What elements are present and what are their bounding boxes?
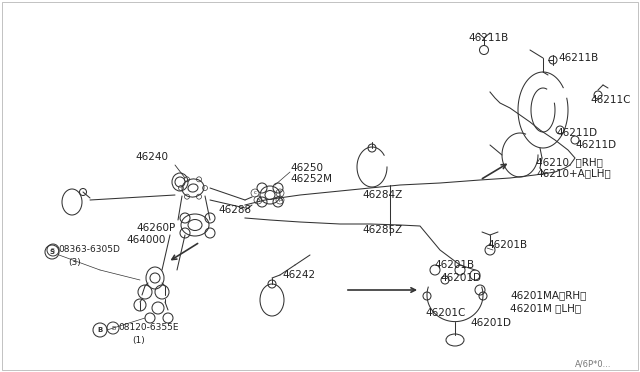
Text: b: b (256, 198, 260, 202)
Text: 46211B: 46211B (558, 53, 598, 63)
Text: A/6P*0...: A/6P*0... (575, 359, 611, 369)
Text: 46260P: 46260P (136, 223, 175, 233)
Text: 46201D: 46201D (440, 273, 481, 283)
Text: 46242: 46242 (282, 270, 315, 280)
Text: f: f (279, 190, 281, 196)
Text: 46288: 46288 (218, 205, 251, 215)
Text: 46211D: 46211D (575, 140, 616, 150)
Text: 46211B: 46211B (468, 33, 508, 43)
Text: 46201D: 46201D (470, 318, 511, 328)
Text: 46284Z: 46284Z (362, 190, 403, 200)
Text: 46240: 46240 (135, 152, 168, 162)
Circle shape (479, 45, 488, 55)
Text: p: p (278, 198, 282, 202)
Text: 08363-6305D: 08363-6305D (58, 246, 120, 254)
Text: 46201M （LH）: 46201M （LH） (510, 303, 581, 313)
Text: 46210+A（LH）: 46210+A（LH） (536, 168, 611, 178)
Text: S: S (51, 247, 55, 253)
Circle shape (594, 91, 602, 99)
Text: 08120-6355E: 08120-6355E (118, 324, 179, 333)
Text: B: B (97, 327, 102, 333)
Text: 46210  （RH）: 46210 （RH） (536, 157, 603, 167)
Text: B: B (111, 326, 115, 330)
Text: 46211D: 46211D (556, 128, 597, 138)
Text: 464000: 464000 (126, 235, 165, 245)
Text: (1): (1) (132, 336, 145, 344)
Text: 46211C: 46211C (590, 95, 630, 105)
Text: 46250: 46250 (290, 163, 323, 173)
Text: 46201B: 46201B (434, 260, 474, 270)
Text: 46252M: 46252M (290, 174, 332, 184)
Text: 46285Z: 46285Z (362, 225, 403, 235)
Text: 46201B: 46201B (487, 240, 527, 250)
Text: c: c (253, 190, 257, 196)
Text: (3): (3) (68, 257, 81, 266)
Text: S: S (49, 249, 54, 255)
Text: 46201C: 46201C (425, 308, 465, 318)
Text: 46201MA（RH）: 46201MA（RH） (510, 290, 586, 300)
